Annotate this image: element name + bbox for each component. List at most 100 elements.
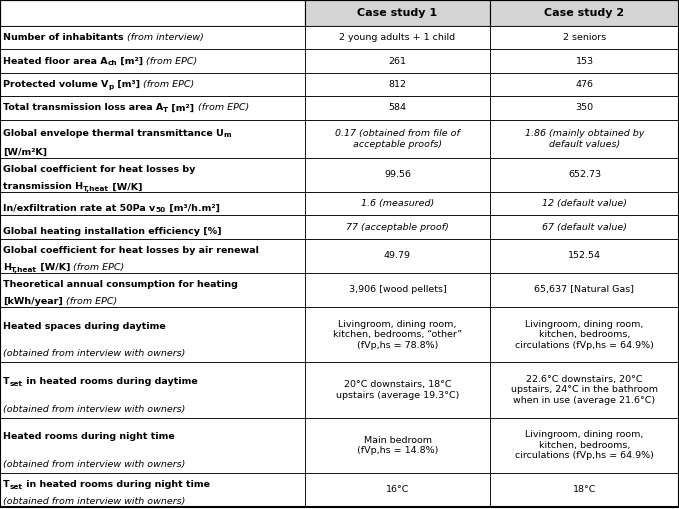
Text: 1.86 (mainly obtained by
default values): 1.86 (mainly obtained by default values) xyxy=(525,129,644,149)
Bar xyxy=(0,273,305,307)
Bar xyxy=(490,158,679,192)
Text: 2 young adults + 1 child: 2 young adults + 1 child xyxy=(340,33,456,42)
Text: 3,906 [wood pellets]: 3,906 [wood pellets] xyxy=(348,286,446,294)
Bar xyxy=(305,0,490,26)
Bar xyxy=(490,120,679,158)
Bar xyxy=(305,192,490,215)
Text: (from EPC): (from EPC) xyxy=(195,103,249,112)
Bar xyxy=(0,417,305,473)
Text: (obtained from interview with owners): (obtained from interview with owners) xyxy=(3,497,185,506)
Text: 99.56: 99.56 xyxy=(384,171,411,180)
Text: (from EPC): (from EPC) xyxy=(71,263,125,272)
Text: Heated spaces during daytime: Heated spaces during daytime xyxy=(3,322,166,331)
Text: (obtained from interview with owners): (obtained from interview with owners) xyxy=(3,350,185,358)
Text: [m³]: [m³] xyxy=(113,80,140,89)
Text: (from EPC): (from EPC) xyxy=(143,56,198,66)
Text: Livingroom, dining room,
kitchen, bedrooms,
circulations (fVp,hs = 64.9%): Livingroom, dining room, kitchen, bedroo… xyxy=(515,431,654,460)
Bar xyxy=(0,239,305,273)
Bar xyxy=(305,362,490,417)
Bar xyxy=(490,239,679,273)
Bar xyxy=(305,49,490,73)
Text: transmission H: transmission H xyxy=(3,182,83,191)
Text: set: set xyxy=(10,484,22,490)
Text: Total transmission loss area A: Total transmission loss area A xyxy=(3,103,163,112)
Text: T: T xyxy=(3,480,10,489)
Bar xyxy=(305,473,490,507)
Bar xyxy=(490,473,679,507)
Text: 50: 50 xyxy=(155,207,166,213)
Text: 261: 261 xyxy=(388,56,407,66)
Text: (obtained from interview with owners): (obtained from interview with owners) xyxy=(3,405,185,414)
Bar xyxy=(0,473,305,507)
Bar xyxy=(490,307,679,362)
Bar xyxy=(0,307,305,362)
Text: [W/K]: [W/K] xyxy=(109,182,143,191)
Bar xyxy=(0,192,305,215)
Text: ch: ch xyxy=(108,60,117,66)
Text: Global coefficient for heat losses by: Global coefficient for heat losses by xyxy=(3,165,196,175)
Bar xyxy=(305,215,490,239)
Bar xyxy=(0,49,305,73)
Text: (from EPC): (from EPC) xyxy=(140,80,194,89)
Text: 0.17 (obtained from file of
acceptable proofs): 0.17 (obtained from file of acceptable p… xyxy=(335,129,460,149)
Text: (obtained from interview with owners): (obtained from interview with owners) xyxy=(3,460,185,469)
Text: Global heating installation efficiency [%]: Global heating installation efficiency [… xyxy=(3,228,221,236)
Text: 476: 476 xyxy=(576,80,593,89)
Bar xyxy=(490,417,679,473)
Text: H: H xyxy=(3,263,11,272)
Text: Global envelope thermal transmittance U: Global envelope thermal transmittance U xyxy=(3,129,224,137)
Text: Heated rooms during night time: Heated rooms during night time xyxy=(3,433,175,441)
Text: [m³/h.m²]: [m³/h.m²] xyxy=(166,204,219,213)
Text: (from EPC): (from EPC) xyxy=(63,297,117,306)
Text: p: p xyxy=(109,83,113,90)
Text: Case study 1: Case study 1 xyxy=(357,8,437,18)
Text: 152.54: 152.54 xyxy=(568,251,601,261)
Text: T,heat: T,heat xyxy=(11,267,37,273)
Text: T: T xyxy=(163,107,168,113)
Bar xyxy=(490,49,679,73)
Bar xyxy=(305,273,490,307)
Bar xyxy=(305,96,490,120)
Text: (from interview): (from interview) xyxy=(124,33,204,42)
Text: [m²]: [m²] xyxy=(117,56,143,66)
Text: In/exfiltration rate at 50Pa v: In/exfiltration rate at 50Pa v xyxy=(3,204,155,213)
Text: T: T xyxy=(3,377,10,386)
Text: [W/K]: [W/K] xyxy=(37,263,71,272)
Text: 2 seniors: 2 seniors xyxy=(563,33,606,42)
Text: 153: 153 xyxy=(575,56,593,66)
Bar xyxy=(305,26,490,49)
Text: Livingroom, dining room,
kitchen, bedrooms, “other”
(fVp,hs = 78.8%): Livingroom, dining room, kitchen, bedroo… xyxy=(333,320,462,350)
Text: T,heat: T,heat xyxy=(83,186,109,192)
Text: Main bedroom
(fVp,hs = 14.8%): Main bedroom (fVp,hs = 14.8%) xyxy=(356,436,438,455)
Text: 77 (acceptable proof): 77 (acceptable proof) xyxy=(346,222,449,232)
Text: set: set xyxy=(10,381,22,387)
Text: 22.6°C downstairs, 20°C
upstairs, 24°C in the bathroom
when in use (average 21.6: 22.6°C downstairs, 20°C upstairs, 24°C i… xyxy=(511,375,658,405)
Bar xyxy=(490,26,679,49)
Bar xyxy=(305,239,490,273)
Text: 65,637 [Natural Gas]: 65,637 [Natural Gas] xyxy=(534,286,634,294)
Bar xyxy=(0,215,305,239)
Bar xyxy=(0,73,305,96)
Text: Heated floor area A: Heated floor area A xyxy=(3,56,108,66)
Bar xyxy=(305,417,490,473)
Bar xyxy=(305,158,490,192)
Text: [m²]: [m²] xyxy=(168,103,195,112)
Text: Theoretical annual consumption for heating: Theoretical annual consumption for heati… xyxy=(3,280,238,289)
Bar xyxy=(490,192,679,215)
Text: 16°C: 16°C xyxy=(386,486,409,494)
Text: in heated rooms during daytime: in heated rooms during daytime xyxy=(22,377,198,386)
Text: Protected volume V: Protected volume V xyxy=(3,80,109,89)
Text: Number of inhabitants: Number of inhabitants xyxy=(3,33,124,42)
Bar xyxy=(490,73,679,96)
Text: 49.79: 49.79 xyxy=(384,251,411,261)
Text: Case study 2: Case study 2 xyxy=(545,8,625,18)
Bar xyxy=(490,96,679,120)
Text: 652.73: 652.73 xyxy=(568,171,601,180)
Bar xyxy=(490,215,679,239)
Bar xyxy=(305,307,490,362)
Text: 812: 812 xyxy=(388,80,407,89)
Text: m: m xyxy=(224,132,232,138)
Text: Global coefficient for heat losses by air renewal: Global coefficient for heat losses by ai… xyxy=(3,246,259,255)
Text: [W/m²K]: [W/m²K] xyxy=(3,148,47,157)
Text: Livingroom, dining room,
kitchen, bedrooms,
circulations (fVp,hs = 64.9%): Livingroom, dining room, kitchen, bedroo… xyxy=(515,320,654,350)
